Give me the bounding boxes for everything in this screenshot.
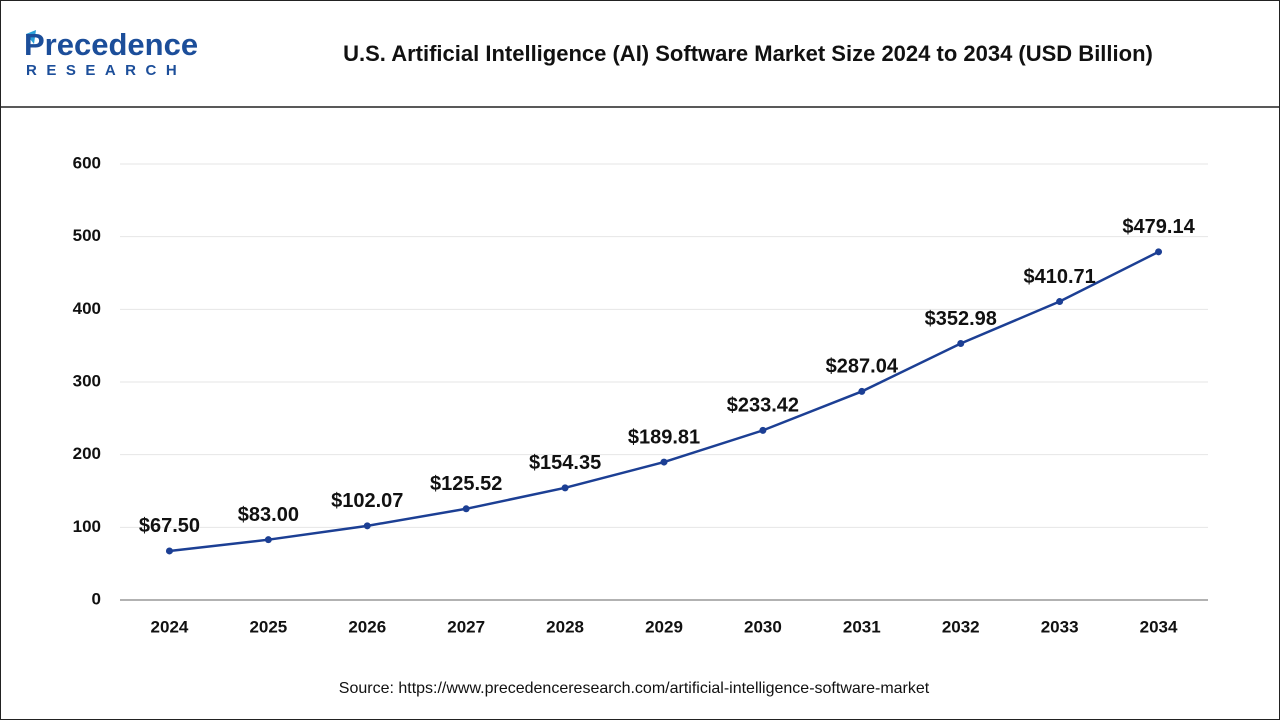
- chart-title: U.S. Artificial Intelligence (AI) Softwa…: [343, 41, 1153, 66]
- data-point: [363, 522, 371, 530]
- x-tick-label: 2030: [744, 617, 782, 636]
- data-point: [759, 426, 767, 434]
- y-tick-label: 200: [73, 444, 101, 463]
- x-tick-label: 2026: [348, 617, 386, 636]
- logo-name: Precedence: [24, 27, 198, 62]
- data-point: [264, 536, 272, 544]
- y-tick-label: 400: [73, 299, 101, 318]
- logo-tagline: RESEARCH: [26, 62, 186, 79]
- y-tick-label: 500: [73, 226, 101, 245]
- data-label: $352.98: [925, 308, 997, 330]
- x-tick-label: 2028: [546, 617, 584, 636]
- x-tick-label: 2032: [942, 617, 980, 636]
- y-tick-label: 0: [92, 589, 101, 608]
- data-label: $479.14: [1122, 216, 1195, 238]
- data-point: [462, 505, 470, 513]
- x-tick-label: 2029: [645, 617, 683, 636]
- x-tick-label: 2031: [843, 617, 881, 636]
- data-label: $67.50: [139, 515, 200, 537]
- logo-mark: [26, 30, 36, 44]
- source: Source: https://www.precedenceresearch.c…: [339, 680, 930, 697]
- y-tick-label: 600: [73, 153, 101, 172]
- data-point: [1155, 248, 1163, 256]
- data-label: $189.81: [628, 426, 700, 448]
- x-tick-label: 2024: [151, 617, 189, 636]
- data-point: [561, 484, 569, 492]
- data-label: $102.07: [331, 490, 403, 512]
- data-label: $233.42: [727, 395, 799, 417]
- data-label: $410.71: [1023, 266, 1095, 288]
- data-point: [165, 547, 173, 555]
- data-label: $154.35: [529, 452, 601, 474]
- data-point: [858, 387, 866, 395]
- y-tick-label: 300: [73, 371, 101, 390]
- x-tick-label: 2027: [447, 617, 485, 636]
- x-tick-label: 2033: [1041, 617, 1079, 636]
- data-label: $125.52: [430, 473, 502, 495]
- data-label: $287.04: [826, 356, 899, 378]
- x-tick-label: 2034: [1140, 617, 1178, 636]
- x-tick-label: 2025: [249, 617, 287, 636]
- y-tick-label: 100: [73, 517, 101, 536]
- data-label: $83.00: [238, 504, 299, 526]
- logo: Precedence RESEARCH: [24, 27, 198, 79]
- data-point: [660, 458, 668, 466]
- data-point: [1056, 298, 1064, 306]
- data-point: [957, 340, 965, 348]
